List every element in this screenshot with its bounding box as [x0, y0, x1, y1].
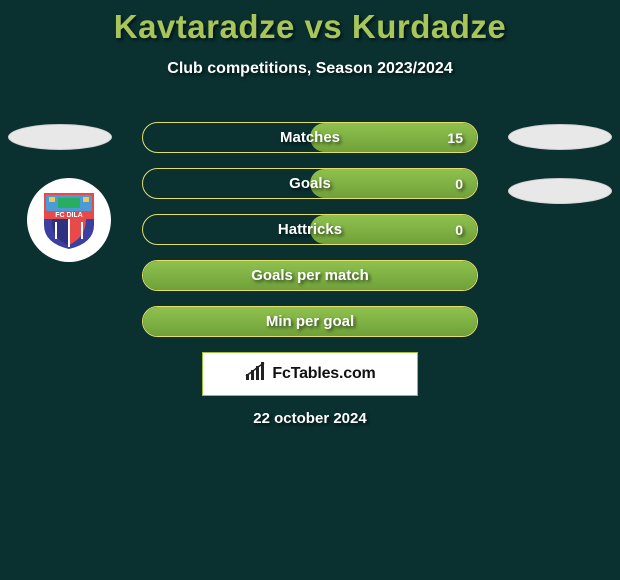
page-title: Kavtaradze vs Kurdadze	[0, 0, 620, 46]
team-badge: FC DILA	[27, 178, 111, 262]
left-placeholder-1	[8, 124, 112, 150]
stat-value: 15	[447, 123, 463, 152]
right-placeholder-1	[508, 124, 612, 150]
stat-row-min-per-goal: Min per goal	[142, 306, 478, 337]
stat-row-goals: Goals 0	[142, 168, 478, 199]
stat-row-hattricks: Hattricks 0	[142, 214, 478, 245]
shield-icon: FC DILA	[40, 189, 98, 251]
stat-label: Matches	[280, 129, 340, 146]
stat-row-goals-per-match: Goals per match	[142, 260, 478, 291]
stat-label: Min per goal	[266, 313, 354, 330]
stat-row-matches: Matches 15	[142, 122, 478, 153]
right-placeholder-2	[508, 178, 612, 204]
fctables-logo-card[interactable]: FcTables.com	[202, 352, 418, 396]
stat-value: 0	[455, 169, 463, 198]
svg-text:FC DILA: FC DILA	[55, 212, 83, 219]
stat-value: 0	[455, 215, 463, 244]
stat-label: Goals	[289, 175, 331, 192]
brand-text: FcTables.com	[272, 365, 375, 383]
chart-icon	[244, 362, 266, 387]
stat-label: Goals per match	[251, 267, 369, 284]
stats-panel: Matches 15 Goals 0 Hattricks 0 Goals per…	[142, 122, 478, 352]
stat-label: Hattricks	[278, 221, 342, 238]
stat-bar-fill	[310, 169, 477, 198]
subtitle: Club competitions, Season 2023/2024	[0, 60, 620, 78]
date-label: 22 october 2024	[0, 410, 620, 427]
